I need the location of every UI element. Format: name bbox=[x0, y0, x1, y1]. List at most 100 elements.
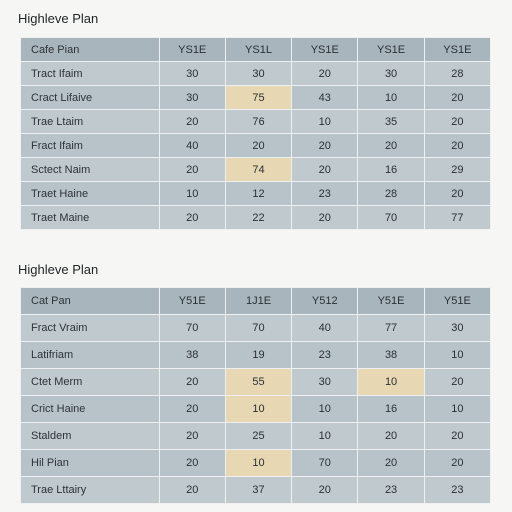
table-row: Traet Haine 10 12 23 28 20 bbox=[20, 181, 492, 206]
value-cell: 20 bbox=[423, 422, 492, 450]
table-header-row: Cat Pan Y51E 1J1E Y512 Y51E Y51E bbox=[20, 287, 492, 315]
header-cell: Y51E bbox=[423, 287, 492, 315]
row-label-cell: Trae Lttairy bbox=[20, 476, 160, 504]
table-row: Trae Lttairy 20 37 20 23 23 bbox=[20, 476, 492, 504]
header-cell: YS1E bbox=[423, 37, 492, 62]
table-row: Crict Haine 20 10 10 16 10 bbox=[20, 395, 492, 423]
value-cell: 20 bbox=[158, 205, 226, 230]
row-label-cell: Fract Vraim bbox=[20, 314, 160, 342]
header-cell: YS1E bbox=[158, 37, 226, 62]
value-cell: 30 bbox=[291, 368, 359, 396]
value-cell: 30 bbox=[357, 61, 425, 86]
header-cell: Y512 bbox=[291, 287, 359, 315]
value-cell: 10 bbox=[291, 395, 359, 423]
value-cell: 20 bbox=[423, 109, 492, 134]
value-cell: 22 bbox=[224, 205, 293, 230]
value-cell: 23 bbox=[357, 476, 425, 504]
value-cell: 10 bbox=[291, 422, 359, 450]
table-row: Latifriam 38 19 23 38 10 bbox=[20, 341, 492, 369]
value-cell: 16 bbox=[357, 395, 425, 423]
value-cell: 28 bbox=[357, 181, 425, 206]
header-cell: YS1L bbox=[224, 37, 293, 62]
value-cell: 37 bbox=[224, 476, 293, 504]
header-cell: 1J1E bbox=[224, 287, 293, 315]
value-cell: 10 bbox=[423, 341, 492, 369]
value-cell: 40 bbox=[158, 133, 226, 158]
value-cell: 20 bbox=[291, 61, 359, 86]
row-label-cell: Latifriam bbox=[20, 341, 160, 369]
value-cell: 20 bbox=[291, 157, 359, 182]
highlighted-value-cell: 10 bbox=[224, 449, 293, 477]
header-label-cell: Cafe Pian bbox=[20, 37, 160, 62]
value-cell: 10 bbox=[291, 109, 359, 134]
value-cell: 19 bbox=[224, 341, 293, 369]
row-label-cell: Fract Ifaim bbox=[20, 133, 160, 158]
highlighted-value-cell: 10 bbox=[224, 395, 293, 423]
value-cell: 20 bbox=[158, 109, 226, 134]
value-cell: 20 bbox=[158, 157, 226, 182]
value-cell: 20 bbox=[224, 133, 293, 158]
value-cell: 23 bbox=[291, 181, 359, 206]
value-cell: 77 bbox=[357, 314, 425, 342]
value-cell: 77 bbox=[423, 205, 492, 230]
value-cell: 20 bbox=[423, 181, 492, 206]
row-label-cell: Tract Ifaim bbox=[20, 61, 160, 86]
table-row: Tract Ifaim 30 30 20 30 28 bbox=[20, 61, 492, 86]
row-label-cell: Staldem bbox=[20, 422, 160, 450]
plan-table-1: Cafe Pian YS1E YS1L YS1E YS1E YS1E Tract Ifaim… bbox=[20, 37, 492, 230]
table-row: Hil Pian 20 10 70 20 20 bbox=[20, 449, 492, 477]
section-title-2: Highleve Plan bbox=[18, 262, 99, 277]
value-cell: 20 bbox=[158, 449, 226, 477]
row-label-cell: Traet Haine bbox=[20, 181, 160, 206]
value-cell: 20 bbox=[423, 449, 492, 477]
value-cell: 25 bbox=[224, 422, 293, 450]
row-label-cell: Traet Maine bbox=[20, 205, 160, 230]
value-cell: 23 bbox=[291, 341, 359, 369]
value-cell: 43 bbox=[291, 85, 359, 110]
value-cell: 20 bbox=[158, 368, 226, 396]
value-cell: 40 bbox=[291, 314, 359, 342]
value-cell: 70 bbox=[224, 314, 293, 342]
value-cell: 20 bbox=[423, 133, 492, 158]
row-label-cell: Sctect Naim bbox=[20, 157, 160, 182]
value-cell: 12 bbox=[224, 181, 293, 206]
table-row: Ctet Merm 20 55 30 10 20 bbox=[20, 368, 492, 396]
value-cell: 20 bbox=[291, 205, 359, 230]
header-label-cell: Cat Pan bbox=[20, 287, 160, 315]
table-header-row: Cafe Pian YS1E YS1L YS1E YS1E YS1E bbox=[20, 37, 492, 62]
row-label-cell: Cract Lifaive bbox=[20, 85, 160, 110]
header-cell: Y51E bbox=[158, 287, 226, 315]
value-cell: 30 bbox=[158, 61, 226, 86]
value-cell: 70 bbox=[158, 314, 226, 342]
section-title-1: Highleve Plan bbox=[18, 11, 99, 26]
value-cell: 30 bbox=[158, 85, 226, 110]
value-cell: 20 bbox=[158, 476, 226, 504]
value-cell: 30 bbox=[423, 314, 492, 342]
row-label-cell: Ctet Merm bbox=[20, 368, 160, 396]
value-cell: 20 bbox=[357, 422, 425, 450]
value-cell: 38 bbox=[158, 341, 226, 369]
value-cell: 38 bbox=[357, 341, 425, 369]
value-cell: 20 bbox=[423, 85, 492, 110]
value-cell: 10 bbox=[158, 181, 226, 206]
value-cell: 20 bbox=[158, 395, 226, 423]
value-cell: 76 bbox=[224, 109, 293, 134]
highlighted-value-cell: 10 bbox=[357, 368, 425, 396]
row-label-cell: Crict Haine bbox=[20, 395, 160, 423]
value-cell: 20 bbox=[291, 476, 359, 504]
value-cell: 20 bbox=[291, 133, 359, 158]
row-label-cell: Hil Pian bbox=[20, 449, 160, 477]
table-row: Trae Ltaim 20 76 10 35 20 bbox=[20, 109, 492, 134]
header-cell: YS1E bbox=[291, 37, 359, 62]
value-cell: 28 bbox=[423, 61, 492, 86]
table-row: Fract Vraim 70 70 40 77 30 bbox=[20, 314, 492, 342]
header-cell: YS1E bbox=[357, 37, 425, 62]
value-cell: 10 bbox=[423, 395, 492, 423]
value-cell: 20 bbox=[158, 422, 226, 450]
value-cell: 35 bbox=[357, 109, 425, 134]
value-cell: 20 bbox=[357, 449, 425, 477]
plan-table-2: Cat Pan Y51E 1J1E Y512 Y51E Y51E Fract Vraim 70… bbox=[20, 287, 492, 504]
value-cell: 10 bbox=[357, 85, 425, 110]
table-row: Sctect Naim 20 74 20 16 29 bbox=[20, 157, 492, 182]
table-row: Traet Maine 20 22 20 70 77 bbox=[20, 205, 492, 230]
